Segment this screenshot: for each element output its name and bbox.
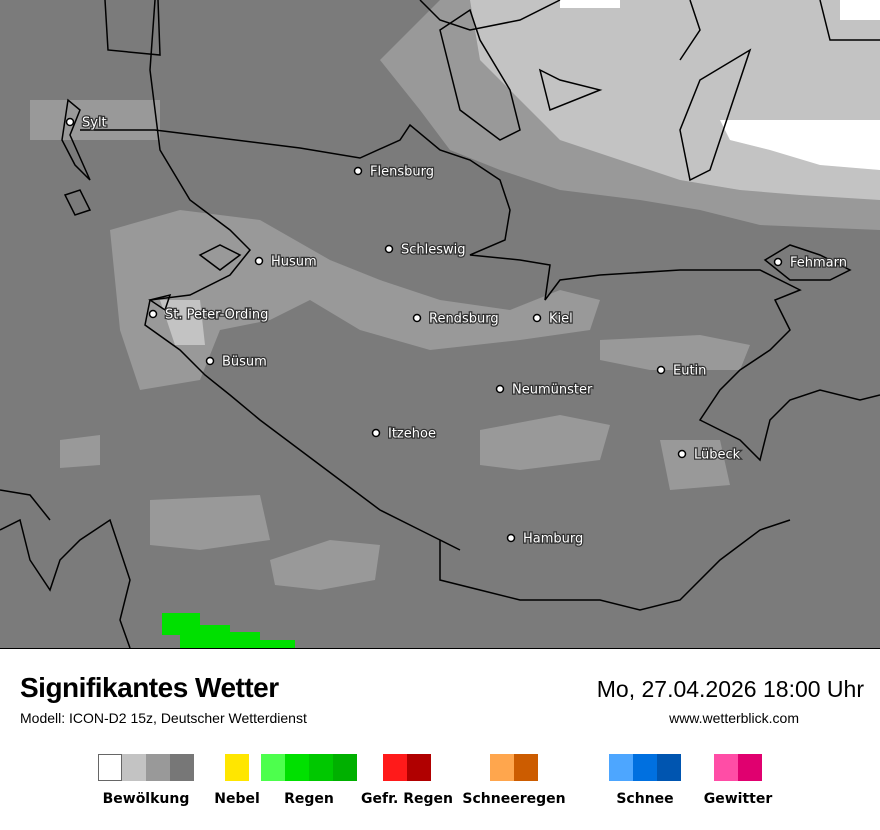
legend-label: Bewölkung [102, 791, 190, 807]
city-label: Neumünster [512, 383, 593, 398]
city-fehmarn: Fehmarn [773, 254, 848, 272]
coastlines [0, 0, 880, 648]
legend-swatches [177, 754, 297, 781]
legend-label: Gewitter [703, 791, 773, 807]
city-büsum: Büsum [205, 353, 268, 371]
city-label: Lübeck [694, 448, 741, 463]
legend-swatches [86, 754, 206, 781]
model-info: Modell: ICON-D2 15z, Deutscher Wetterdie… [20, 710, 307, 726]
city-dot [677, 449, 687, 459]
city-label: Sylt [82, 116, 107, 131]
city-schleswig: Schleswig [384, 241, 467, 259]
city-label: Kiel [549, 312, 573, 327]
city-dot [495, 384, 505, 394]
legend-item-schneeregen: Schneeregen [454, 754, 574, 807]
legend-swatch [407, 754, 431, 781]
legend-swatch [490, 754, 514, 781]
city-husum: Husum [254, 253, 318, 271]
legend-swatch [146, 754, 170, 781]
city-dot [65, 117, 75, 127]
city-eutin: Eutin [656, 362, 708, 380]
city-flensburg: Flensburg [353, 163, 435, 181]
legend-item-gefr-regen: Gefr. Regen [347, 754, 467, 807]
city-label: Rendsburg [429, 312, 499, 327]
legend-swatch [657, 754, 681, 781]
city-dot [384, 244, 394, 254]
city-label: Flensburg [370, 165, 434, 180]
city-itzehoe: Itzehoe [371, 425, 437, 443]
legend-swatch [261, 754, 285, 781]
legend-label: Schneeregen [462, 791, 566, 807]
legend-swatch [514, 754, 538, 781]
city-label: Fehmarn [790, 256, 847, 271]
legend-swatch [285, 754, 309, 781]
city-dot [353, 166, 363, 176]
legend-item-schnee: Schnee [585, 754, 705, 807]
legend-swatch [122, 754, 146, 781]
city-markers: Sylt Flensburg Husum Schleswig Fehmarn St. Pe… [65, 114, 848, 548]
city-dot [656, 365, 666, 375]
legend-swatch [383, 754, 407, 781]
city-label: Eutin [673, 364, 706, 379]
city-dot [254, 256, 264, 266]
weather-map[interactable]: Sylt Flensburg Husum Schleswig Fehmarn St. Pe… [0, 0, 880, 649]
legend-item-regen: Regen [249, 754, 369, 807]
legend-swatches [678, 754, 798, 781]
city-neumünster: Neumünster [495, 381, 594, 399]
legend-swatches [454, 754, 574, 781]
legend-swatches [585, 754, 705, 781]
rain-area [162, 613, 295, 648]
city-label: St. Peter-Ording [165, 308, 268, 323]
legend-item-gewitter: Gewitter [678, 754, 798, 807]
city-dot [412, 313, 422, 323]
city-label: Büsum [222, 355, 267, 370]
city-label: Husum [271, 255, 317, 270]
city-hamburg: Hamburg [506, 530, 585, 548]
city-lübeck: Lübeck [677, 446, 742, 464]
city-dot [532, 313, 542, 323]
cloud-layer [30, 0, 880, 590]
city-label: Itzehoe [388, 427, 436, 442]
legend-swatch [633, 754, 657, 781]
legend-swatch [170, 754, 194, 781]
legend-label: Nebel [214, 791, 260, 807]
city-kiel: Kiel [532, 310, 574, 328]
city-dot [205, 356, 215, 366]
city-label: Hamburg [523, 532, 583, 547]
legend-swatch [98, 754, 122, 781]
legend-swatch [714, 754, 738, 781]
legend-swatch [225, 754, 249, 781]
city-rendsburg: Rendsburg [412, 310, 500, 328]
city-dot [773, 257, 783, 267]
website-link[interactable]: www.wetterblick.com [669, 710, 799, 726]
legend-item-nebel: Nebel [177, 754, 297, 807]
legend-swatch [738, 754, 762, 781]
map-title: Signifikantes Wetter [20, 672, 279, 703]
city-dot [148, 309, 158, 319]
city-dot [371, 428, 381, 438]
city-st-peter-ording: St. Peter-Ording [148, 306, 270, 324]
legend-swatch [333, 754, 357, 781]
legend-label: Schnee [616, 791, 674, 807]
legend-swatch [609, 754, 633, 781]
legend-label: Regen [284, 791, 334, 807]
legend-label: Gefr. Regen [361, 791, 453, 807]
legend-swatch [309, 754, 333, 781]
forecast-datetime: Mo, 27.04.2026 18:00 Uhr [596, 676, 864, 702]
city-dot [506, 533, 516, 543]
city-sylt: Sylt [65, 114, 108, 132]
legend-swatches [249, 754, 369, 781]
legend-item-bew-lkung: Bewölkung [86, 754, 206, 807]
legend-swatches [347, 754, 467, 781]
city-label: Schleswig [401, 243, 466, 258]
legend: Bewölkung Nebel Regen Gefr. Regen Schneerege… [0, 754, 880, 814]
